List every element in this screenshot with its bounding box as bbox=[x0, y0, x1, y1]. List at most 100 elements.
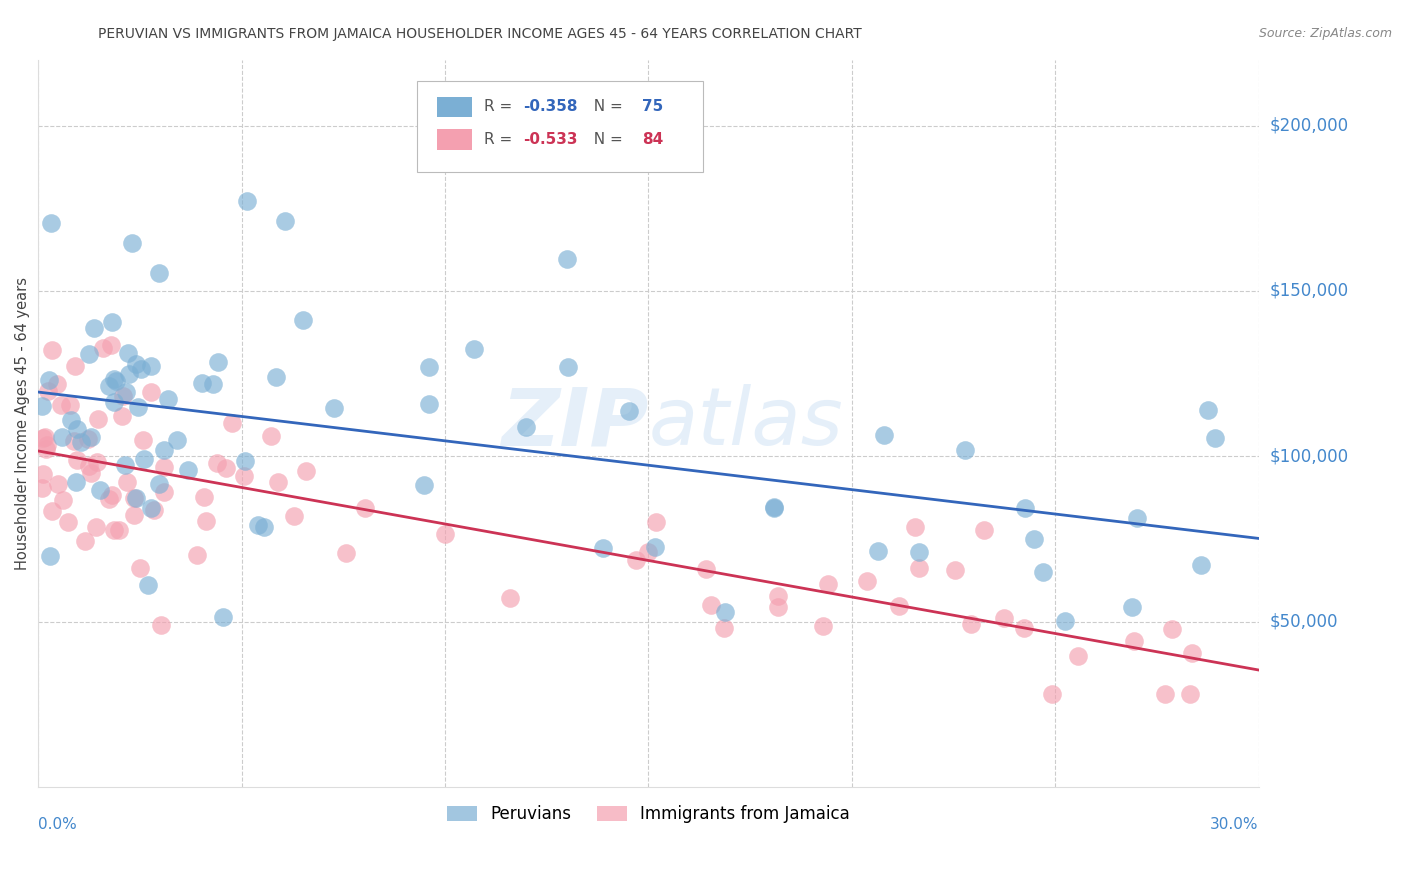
Point bbox=[904, 520, 927, 534]
Point bbox=[1161, 622, 1184, 636]
Point bbox=[817, 577, 839, 591]
Point bbox=[66, 422, 89, 436]
Point bbox=[56, 516, 79, 530]
Point bbox=[768, 589, 790, 603]
Point bbox=[77, 458, 100, 473]
Point bbox=[555, 252, 578, 266]
Point bbox=[856, 574, 879, 588]
Point bbox=[139, 384, 162, 399]
Point bbox=[1121, 600, 1143, 615]
Point bbox=[124, 491, 146, 505]
Point bbox=[65, 475, 87, 489]
Text: PERUVIAN VS IMMIGRANTS FROM JAMAICA HOUSEHOLDER INCOME AGES 45 - 64 YEARS CORREL: PERUVIAN VS IMMIGRANTS FROM JAMAICA HOUS… bbox=[98, 27, 862, 41]
Bar bbox=[437, 96, 471, 117]
Text: ZIP: ZIP bbox=[501, 384, 648, 462]
Point bbox=[260, 429, 283, 443]
Point bbox=[194, 514, 217, 528]
Point bbox=[114, 458, 136, 472]
Point bbox=[129, 561, 152, 575]
Text: 0.0%: 0.0% bbox=[38, 817, 77, 832]
Point bbox=[63, 359, 86, 373]
Point bbox=[1014, 500, 1036, 515]
Point bbox=[945, 563, 967, 577]
Point bbox=[87, 412, 110, 426]
Point bbox=[121, 235, 143, 250]
Point bbox=[592, 541, 614, 555]
Point bbox=[1066, 649, 1088, 664]
Point bbox=[1125, 511, 1147, 525]
Point bbox=[713, 621, 735, 635]
Point bbox=[112, 389, 135, 403]
Point bbox=[233, 454, 256, 468]
Point bbox=[714, 605, 737, 619]
Point bbox=[1197, 403, 1219, 417]
Point bbox=[292, 313, 315, 327]
Point bbox=[993, 610, 1015, 624]
Point bbox=[41, 504, 63, 518]
Point bbox=[418, 359, 440, 374]
Point bbox=[233, 468, 256, 483]
Point bbox=[156, 392, 179, 406]
Point bbox=[1189, 558, 1212, 572]
Point bbox=[295, 464, 318, 478]
Point bbox=[323, 401, 346, 415]
Point bbox=[418, 396, 440, 410]
Point bbox=[103, 372, 125, 386]
Point bbox=[153, 443, 176, 458]
Text: N =: N = bbox=[583, 132, 627, 147]
Point bbox=[125, 357, 148, 371]
Point bbox=[221, 417, 243, 431]
Point bbox=[186, 548, 208, 562]
Point bbox=[148, 476, 170, 491]
Point bbox=[644, 516, 666, 530]
Point bbox=[103, 523, 125, 537]
Point bbox=[283, 509, 305, 524]
Point bbox=[266, 370, 288, 384]
Point bbox=[215, 460, 238, 475]
Point bbox=[52, 493, 75, 508]
Point bbox=[253, 520, 276, 534]
Point bbox=[31, 399, 53, 413]
Point bbox=[89, 483, 111, 498]
Y-axis label: Householder Income Ages 45 - 64 years: Householder Income Ages 45 - 64 years bbox=[15, 277, 30, 570]
Text: $150,000: $150,000 bbox=[1270, 282, 1348, 300]
Point bbox=[1180, 646, 1202, 660]
Point bbox=[39, 549, 62, 563]
Bar bbox=[437, 129, 471, 150]
Point bbox=[873, 427, 896, 442]
Point bbox=[644, 540, 666, 554]
Point bbox=[37, 384, 59, 398]
Point bbox=[191, 376, 214, 390]
Text: R =: R = bbox=[484, 99, 517, 114]
Point bbox=[811, 618, 834, 632]
Point bbox=[499, 591, 522, 605]
Point bbox=[51, 398, 73, 412]
Point bbox=[80, 430, 103, 444]
Point bbox=[335, 546, 357, 560]
Point bbox=[117, 346, 139, 360]
Text: atlas: atlas bbox=[648, 384, 844, 462]
FancyBboxPatch shape bbox=[416, 81, 703, 172]
Point bbox=[122, 508, 145, 523]
Point bbox=[412, 478, 434, 492]
Point bbox=[766, 599, 789, 614]
Point bbox=[37, 438, 59, 452]
Point bbox=[150, 617, 173, 632]
Point bbox=[98, 379, 121, 393]
Legend: Peruvians, Immigrants from Jamaica: Peruvians, Immigrants from Jamaica bbox=[440, 798, 856, 830]
Point bbox=[148, 266, 170, 280]
Point bbox=[153, 484, 176, 499]
Text: 84: 84 bbox=[643, 132, 664, 147]
Point bbox=[866, 543, 889, 558]
Point bbox=[700, 598, 723, 612]
Point bbox=[46, 477, 69, 491]
Point bbox=[763, 500, 786, 514]
Point bbox=[51, 430, 73, 444]
Point bbox=[624, 552, 647, 566]
Point bbox=[176, 463, 198, 477]
Point bbox=[131, 433, 153, 447]
Point bbox=[103, 395, 125, 409]
Point bbox=[236, 194, 259, 209]
Point bbox=[70, 435, 93, 450]
Point bbox=[38, 373, 60, 387]
